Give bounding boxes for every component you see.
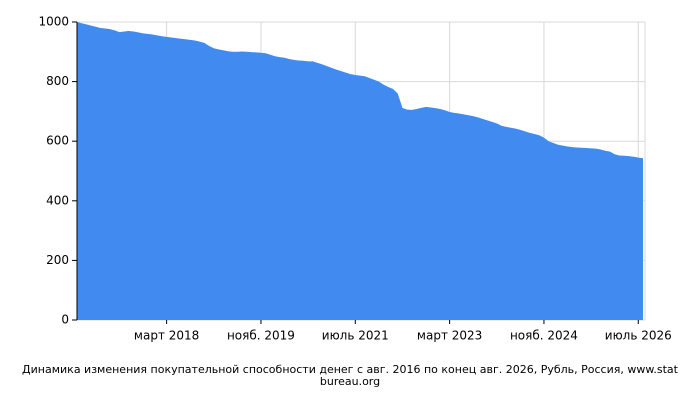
x-tick-label: июль 2026: [605, 329, 672, 343]
y-tick-label: 0: [61, 313, 69, 327]
x-tick-label: март 2018: [134, 329, 199, 343]
y-tick-label: 800: [46, 74, 69, 88]
x-tick-label: нояб. 2024: [510, 329, 578, 343]
chart: 0 200 400 600 800 1000 март 2018 нояб. 2019 июль…: [38, 15, 672, 343]
x-tick-label: июль 2021: [322, 329, 389, 343]
chart-title: Динамика изменения покупательной способн…: [22, 363, 678, 388]
y-tick-label: 600: [46, 134, 69, 148]
y-tick-label: 1000: [38, 15, 69, 29]
x-tick-label: март 2023: [417, 329, 482, 343]
area: [77, 22, 643, 320]
y-tick-label: 400: [46, 193, 69, 207]
y-tick-label: 200: [46, 253, 69, 267]
x-tick-label: нояб. 2019: [227, 329, 295, 343]
